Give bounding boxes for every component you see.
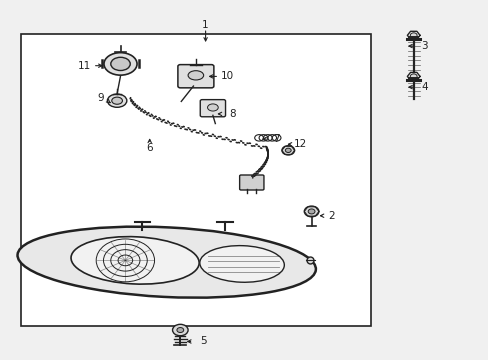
Text: 7: 7: [272, 134, 279, 144]
Circle shape: [282, 146, 294, 155]
Ellipse shape: [207, 104, 218, 111]
Circle shape: [177, 328, 183, 333]
Text: 8: 8: [228, 109, 235, 119]
Text: 3: 3: [420, 41, 427, 51]
Ellipse shape: [104, 53, 137, 75]
Text: 6: 6: [146, 143, 153, 153]
Text: 11: 11: [77, 61, 90, 71]
Circle shape: [307, 209, 314, 214]
Ellipse shape: [200, 246, 284, 282]
Text: 2: 2: [328, 211, 335, 221]
Ellipse shape: [188, 71, 203, 80]
Circle shape: [409, 74, 416, 79]
Text: 1: 1: [202, 19, 208, 30]
Ellipse shape: [111, 57, 130, 71]
Circle shape: [285, 148, 290, 153]
Circle shape: [409, 33, 416, 38]
FancyBboxPatch shape: [178, 64, 213, 88]
Ellipse shape: [18, 227, 315, 298]
Circle shape: [172, 324, 188, 336]
Text: 12: 12: [293, 139, 306, 149]
Ellipse shape: [112, 97, 122, 104]
Ellipse shape: [71, 237, 199, 284]
Ellipse shape: [107, 94, 126, 107]
Text: 5: 5: [200, 337, 206, 346]
FancyBboxPatch shape: [200, 100, 225, 117]
Text: 9: 9: [98, 93, 104, 103]
FancyBboxPatch shape: [21, 33, 370, 327]
Text: 4: 4: [420, 82, 427, 92]
FancyBboxPatch shape: [239, 175, 264, 190]
Circle shape: [304, 206, 318, 217]
Text: 10: 10: [221, 71, 234, 81]
